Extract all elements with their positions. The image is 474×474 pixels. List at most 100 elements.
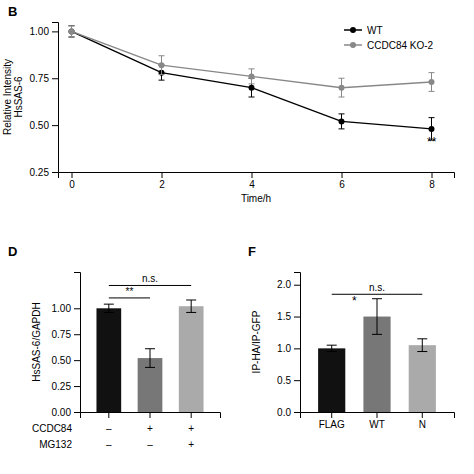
tick-label: 0.5 (277, 375, 291, 386)
legend-item: CCDC84 KO-2 (344, 40, 434, 51)
condition-value: + (188, 439, 194, 450)
legend-label: WT (367, 25, 383, 36)
tick-label: 4 (249, 179, 255, 190)
tick: 8 (429, 172, 435, 190)
error-bar-part (159, 74, 165, 75)
error-bar (159, 56, 165, 75)
condition-name: CCDC84 (32, 423, 72, 434)
condition-name: MG132 (39, 439, 72, 450)
tick-mark (72, 172, 73, 178)
axis: 0.00 0.25 0.50 0.75 1.00 (52, 273, 81, 418)
tick: 6 (339, 172, 345, 190)
annotation: ** (427, 135, 437, 149)
tick-label: 0.00 (52, 407, 72, 418)
tick: 0.75 (52, 329, 80, 340)
tick-mark (52, 78, 58, 79)
error-bar-part (339, 78, 345, 79)
error-bar (145, 349, 155, 368)
tick-mark (377, 412, 378, 418)
axis: 0.00.51.01.52.0 (277, 273, 300, 418)
tick-mark (294, 285, 300, 286)
tick (150, 412, 151, 418)
legend-marker (350, 42, 356, 48)
panel-title: B (8, 4, 17, 19)
error-bar (186, 300, 196, 312)
error-bar-part (145, 367, 155, 368)
marker (249, 85, 255, 91)
legend-item: WT (344, 25, 383, 36)
tick: 2 (159, 172, 165, 190)
tick-mark (74, 412, 80, 413)
tick: 0.0 (277, 407, 300, 418)
tick-mark (74, 386, 80, 387)
x-axis-label: Time/h (241, 193, 271, 204)
tick-label: 2.0 (277, 279, 291, 290)
error-bar-part (145, 348, 155, 349)
condition-value: – (106, 423, 112, 434)
condition-value: + (188, 423, 194, 434)
tick: 0.75 (30, 73, 58, 84)
tick-mark (342, 172, 343, 178)
error-bar (417, 339, 427, 352)
y-axis-label: HsSAS-6/GAPDH (31, 302, 42, 381)
error-bar-part (339, 128, 345, 129)
tick-mark (162, 172, 163, 178)
tick: 1.00 (52, 303, 80, 314)
plot-area (69, 26, 435, 140)
error-bar-part (249, 68, 255, 69)
tick: 2.0 (277, 279, 300, 290)
tick: 0.5 (277, 375, 300, 386)
error-bar (69, 26, 75, 37)
error-bar-part (372, 298, 382, 299)
legend: WT CCDC84 KO-2 (344, 25, 434, 51)
legend-label: CCDC84 KO-2 (367, 40, 434, 51)
tick-mark (294, 348, 300, 349)
tick: 1.0 (277, 343, 300, 354)
error-bar (327, 345, 337, 351)
tick-label: 1.00 (30, 26, 50, 37)
panel-title: D (8, 244, 17, 259)
bar (96, 308, 121, 412)
error-bar (104, 304, 114, 312)
error-bar-part (191, 300, 192, 312)
tick-label: 0.25 (30, 167, 50, 178)
tick-label: FLAG (319, 419, 345, 430)
bar-chart: 0.000.250.500.751.00**n.s.CCDC84–++MG132… (31, 273, 221, 451)
significance-bracket (109, 297, 150, 298)
axis-line (301, 413, 455, 419)
significance-bracket (109, 285, 191, 286)
tick-mark (52, 31, 58, 32)
tick (108, 412, 109, 418)
error-bar-part (69, 25, 75, 26)
tick (191, 412, 192, 418)
error-bar-part (159, 80, 165, 81)
tick-mark (108, 412, 109, 418)
tick-label: 0.50 (52, 355, 72, 366)
tick: 0.25 (52, 381, 80, 392)
significance-label: n.s. (369, 282, 385, 293)
bar (318, 348, 345, 412)
marker (69, 28, 75, 34)
error-bar-part (150, 349, 151, 368)
tick: 0.25 (30, 167, 58, 178)
error-bar (339, 78, 345, 97)
error-bar-part (69, 37, 75, 38)
tick-label: 0 (69, 179, 75, 190)
tick: 4 (249, 172, 255, 190)
panel-title: F (248, 244, 256, 259)
error-bar-part (104, 304, 114, 305)
bar (179, 306, 204, 412)
tick-mark (74, 360, 80, 361)
error-bar (372, 299, 382, 335)
tick-label: 1.0 (277, 343, 291, 354)
tick: 1.00 (30, 26, 58, 37)
legend-marker (350, 27, 356, 33)
annotation: * (352, 294, 357, 308)
error-bar-part (417, 338, 427, 339)
axis: FLAGWTN (301, 412, 455, 430)
tick-label: N (419, 419, 426, 430)
tick-label: 0.0 (277, 407, 291, 418)
marker (159, 62, 165, 68)
tick-mark (74, 308, 80, 309)
tick-mark (252, 172, 253, 178)
